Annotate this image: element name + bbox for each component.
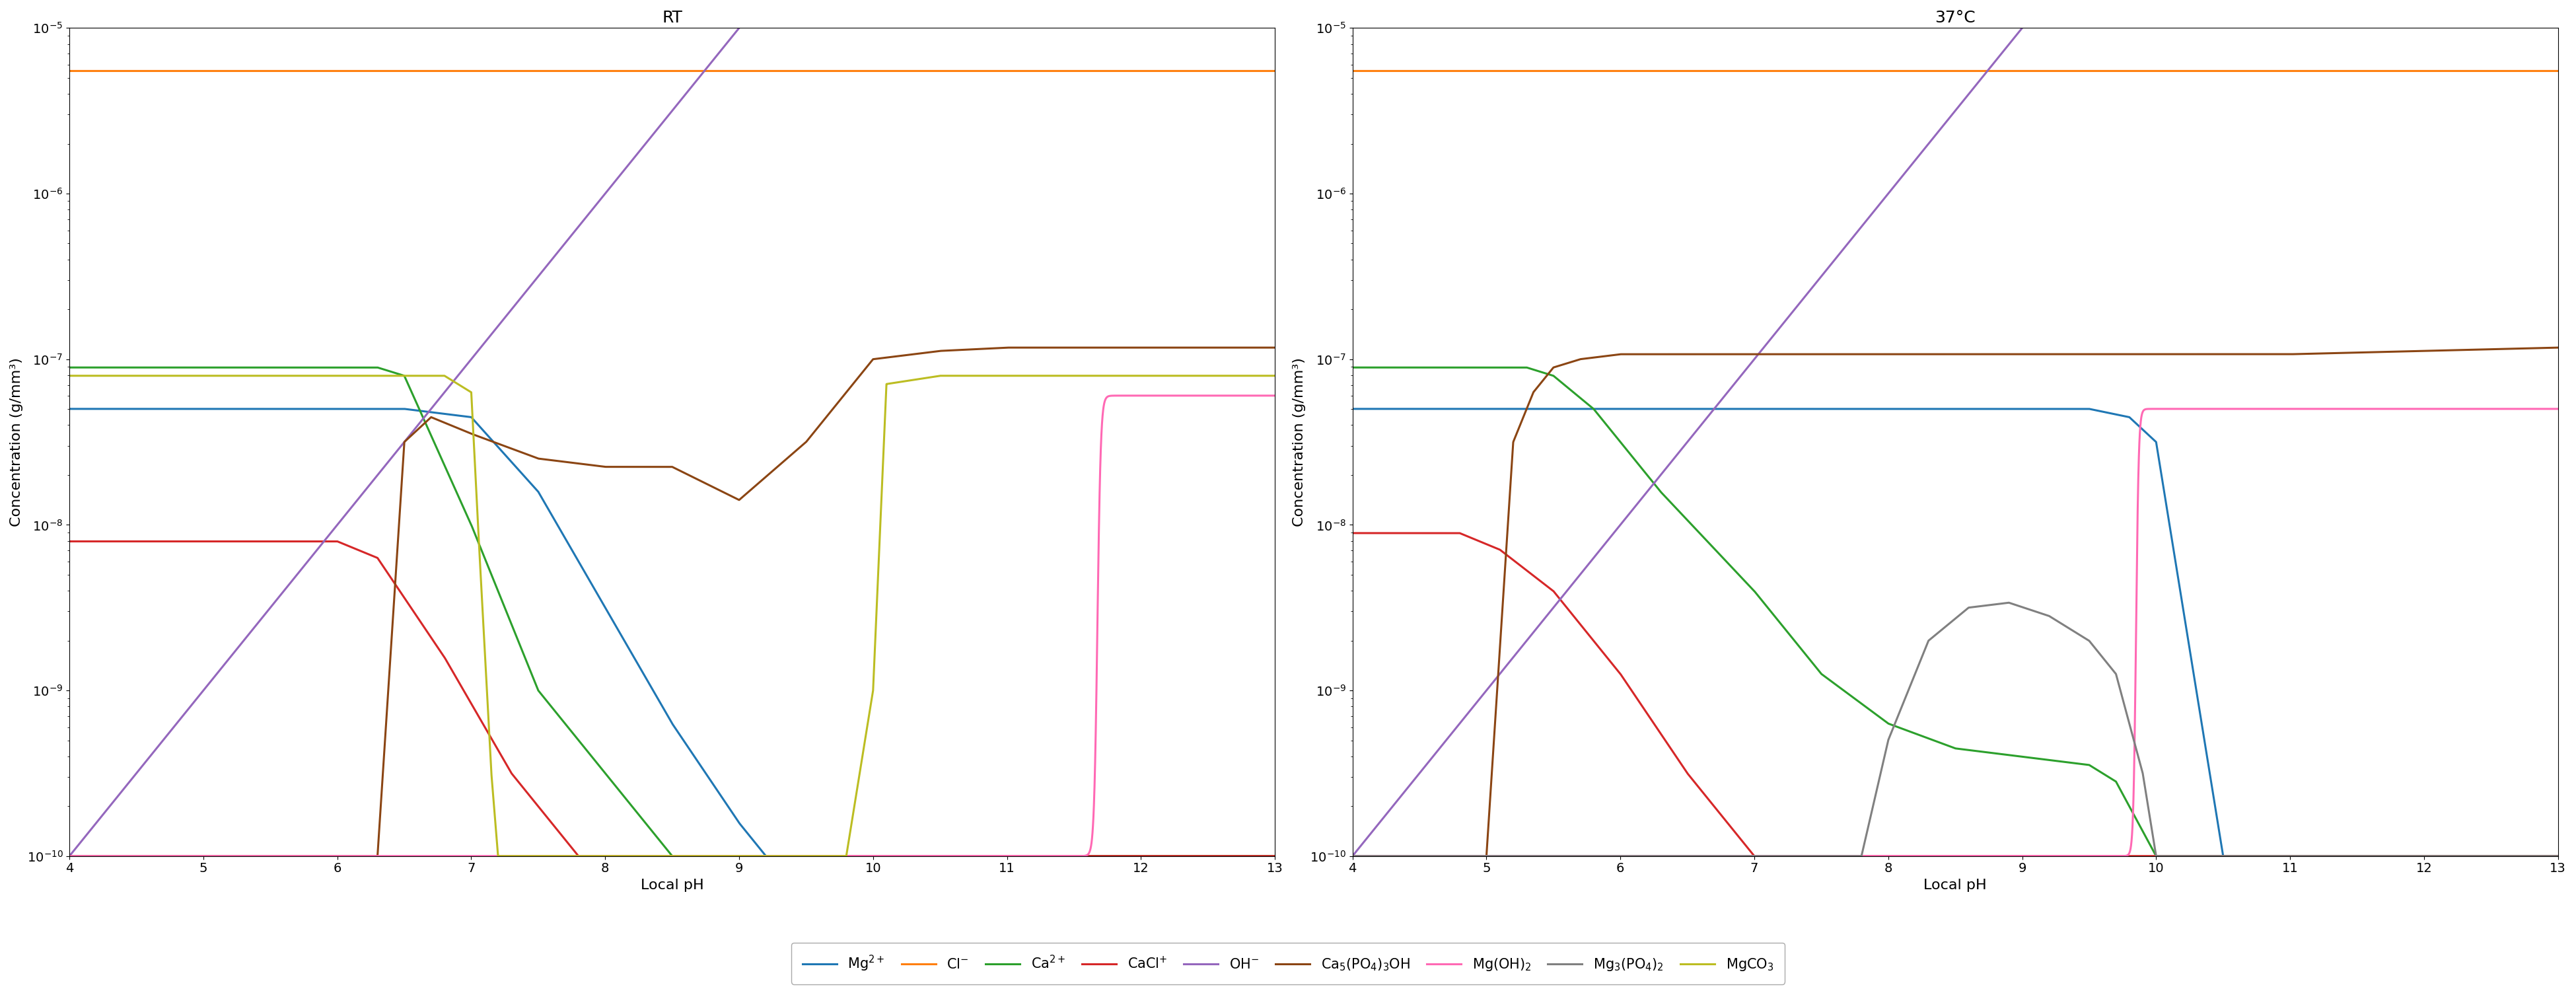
- Legend: Mg$^{2+}$, Cl$^{-}$, Ca$^{2+}$, CaCl$^{+}$, OH$^{-}$, Ca$_5$(PO$_4$)$_3$OH, Mg(O: Mg$^{2+}$, Cl$^{-}$, Ca$^{2+}$, CaCl$^{+…: [791, 942, 1785, 984]
- Y-axis label: Concentration (g/mm³): Concentration (g/mm³): [1293, 358, 1306, 526]
- Y-axis label: Concentration (g/mm³): Concentration (g/mm³): [10, 358, 23, 526]
- Title: 37°C: 37°C: [1935, 10, 1976, 26]
- X-axis label: Local pH: Local pH: [641, 879, 703, 892]
- Title: RT: RT: [662, 10, 683, 26]
- X-axis label: Local pH: Local pH: [1924, 879, 1986, 892]
